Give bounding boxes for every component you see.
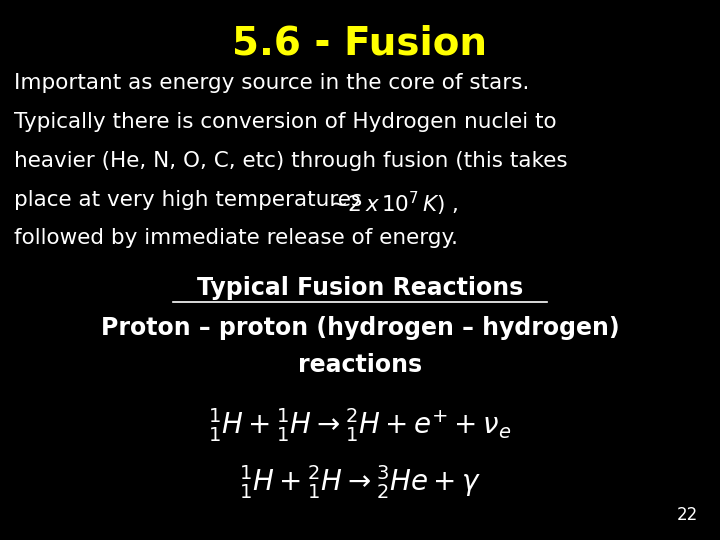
Text: Important as energy source in the core of stars.: Important as energy source in the core o… bbox=[14, 73, 530, 93]
Text: place at very high temperatures: place at very high temperatures bbox=[14, 190, 369, 210]
Text: 22: 22 bbox=[677, 506, 698, 524]
Text: $\mathregular{^{1}_{1}}H + \mathregular{^{2}_{1}}H \rightarrow \mathregular{^{3}: $\mathregular{^{1}_{1}}H + \mathregular{… bbox=[239, 463, 481, 501]
Text: 5.6 - Fusion: 5.6 - Fusion bbox=[233, 24, 487, 62]
Text: followed by immediate release of energy.: followed by immediate release of energy. bbox=[14, 228, 459, 248]
Text: Proton – proton (hydrogen – hydrogen): Proton – proton (hydrogen – hydrogen) bbox=[101, 316, 619, 340]
Text: reactions: reactions bbox=[298, 353, 422, 377]
Text: Typically there is conversion of Hydrogen nuclei to: Typically there is conversion of Hydroge… bbox=[14, 112, 557, 132]
Text: heavier (He, N, O, C, etc) through fusion (this takes: heavier (He, N, O, C, etc) through fusio… bbox=[14, 151, 568, 171]
Text: Typical Fusion Reactions: Typical Fusion Reactions bbox=[197, 276, 523, 300]
Text: $\mathregular{^{1}_{1}}H + \mathregular{^{1}_{1}}H \rightarrow \mathregular{^{2}: $\mathregular{^{1}_{1}}H + \mathregular{… bbox=[208, 406, 512, 444]
Text: $\sim\!2\, x\, 10^7\, K$) ,: $\sim\!2\, x\, 10^7\, K$) , bbox=[325, 190, 459, 218]
